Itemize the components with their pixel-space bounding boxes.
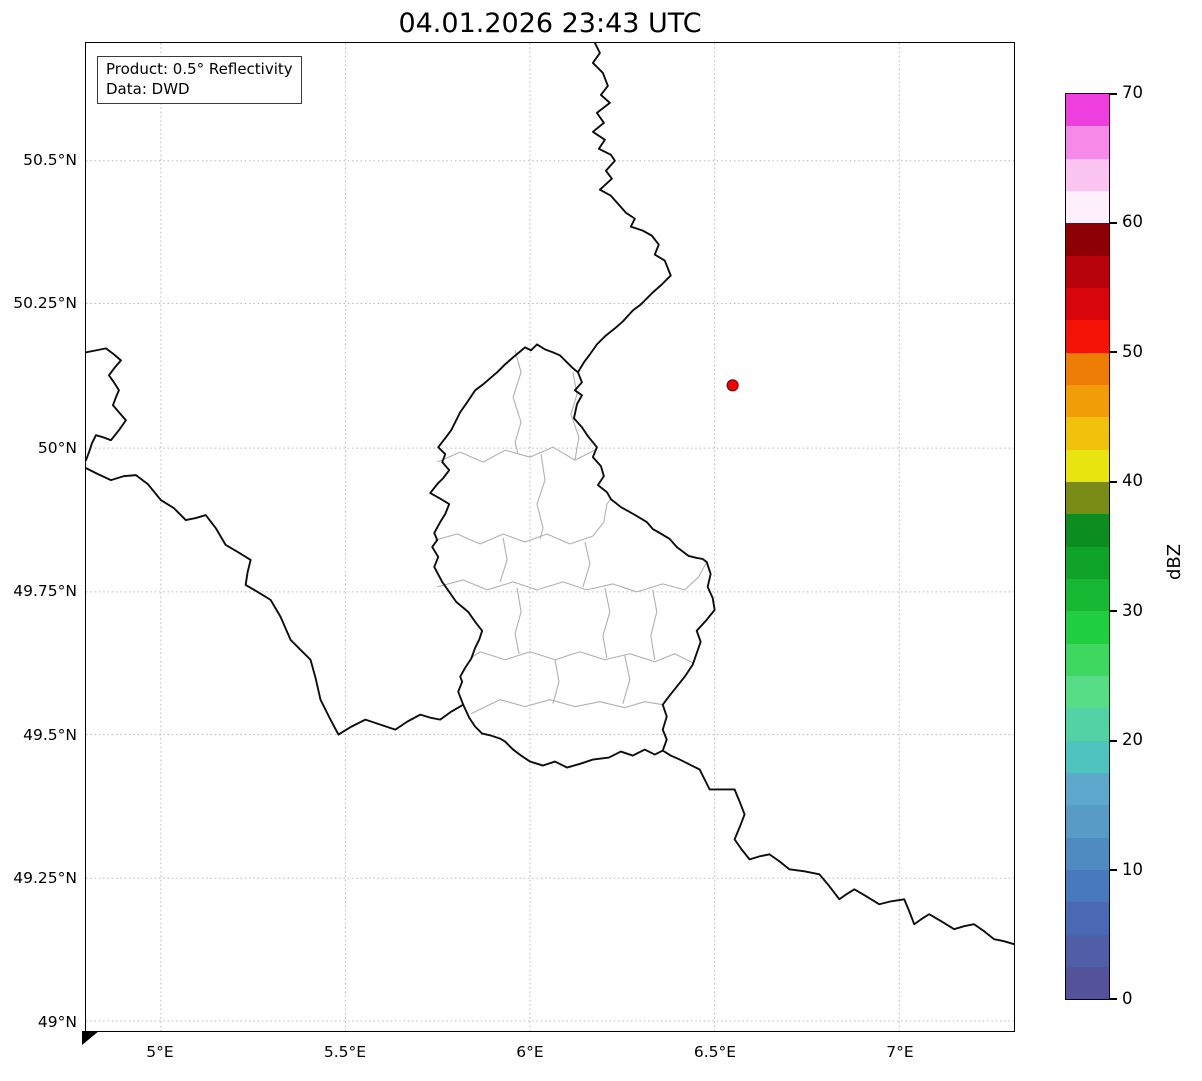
canton-border	[536, 454, 546, 540]
lat-tick-49N: 49°N	[37, 1013, 77, 1031]
lat-tick-50p5N: 50.5°N	[23, 151, 77, 169]
colorbar-tick-mark	[1110, 740, 1117, 742]
data-source-line: Data: DWD	[106, 79, 190, 98]
colorbar-band	[1066, 611, 1109, 644]
border-luxembourg	[429, 343, 716, 769]
colorbar-band	[1066, 94, 1109, 127]
colorbar-unit-label: dBZ	[1164, 543, 1185, 580]
colorbar-band	[1066, 255, 1109, 288]
colorbar-tick-mark	[1110, 998, 1117, 1000]
colorbar-tick-mark	[1110, 351, 1117, 353]
lat-tick-50p25N: 50.25°N	[13, 294, 77, 312]
lat-tick-49p25N: 49.25°N	[13, 869, 77, 887]
graticule	[86, 43, 1014, 1031]
figure-title: 04.01.2026 23:43 UTC	[398, 8, 702, 39]
colorbar-tick-20: 20	[1122, 730, 1143, 749]
map-canvas	[86, 43, 1014, 1031]
colorbar-band	[1066, 675, 1109, 709]
colorbar-tick-10: 10	[1122, 860, 1143, 879]
map-panel: Product: 0.5° Reflectivity Data: DWD	[85, 42, 1015, 1032]
colorbar-tick-60: 60	[1122, 212, 1143, 231]
colorbar-band	[1066, 190, 1109, 224]
lon-tick-5E: 5°E	[146, 1043, 174, 1061]
colorbar-band	[1066, 708, 1109, 741]
colorbar-band	[1066, 966, 1109, 1000]
product-info-box: Product: 0.5° Reflectivity Data: DWD	[97, 56, 302, 104]
colorbar-band	[1066, 740, 1109, 773]
lat-tick-49p75N: 49.75°N	[13, 582, 77, 600]
colorbar-band	[1066, 772, 1109, 806]
colorbar-tick-50: 50	[1122, 342, 1143, 361]
colorbar-band	[1066, 417, 1109, 450]
canton-border	[570, 372, 580, 461]
luxembourg-canton-borders	[435, 350, 708, 715]
colorbar-band	[1066, 805, 1109, 838]
colorbar-band	[1066, 352, 1109, 385]
colorbar-band	[1066, 934, 1109, 967]
colorbar-tick-mark	[1110, 869, 1117, 871]
colorbar-band	[1066, 449, 1109, 482]
colorbar-band	[1066, 643, 1109, 676]
border-france-germany	[661, 749, 1014, 946]
colorbar-band	[1066, 287, 1109, 321]
colorbar-band	[1066, 869, 1109, 903]
lon-tick-5p5E: 5.5°E	[323, 1043, 367, 1061]
border-france-belgium	[86, 467, 465, 736]
reflectivity-colorbar	[1065, 93, 1110, 1000]
lon-tick-7E: 7°E	[886, 1043, 914, 1061]
colorbar-band	[1066, 578, 1109, 612]
colorbar-tick-40: 40	[1122, 471, 1143, 490]
colorbar-tick-30: 30	[1122, 601, 1143, 620]
canton-border	[512, 350, 522, 455]
colorbar-band	[1066, 320, 1109, 353]
colorbar-band	[1066, 158, 1109, 191]
colorbar-tick-0: 0	[1122, 989, 1133, 1008]
colorbar-tick-70: 70	[1122, 83, 1143, 102]
colorbar-band	[1066, 481, 1109, 515]
colorbar-tick-mark	[1110, 93, 1117, 95]
canton-border	[470, 651, 693, 664]
colorbar-tick-mark	[1110, 481, 1117, 483]
canton-border	[470, 699, 663, 715]
canton-border	[499, 537, 508, 583]
map-corner-artifact	[82, 1031, 99, 1045]
lon-tick-6E: 6°E	[516, 1043, 544, 1061]
product-line: Product: 0.5° Reflectivity	[106, 60, 293, 78]
country-borders	[86, 43, 1014, 946]
lat-tick-50N: 50°N	[37, 439, 77, 457]
canton-border	[514, 587, 522, 654]
canton-border	[437, 561, 708, 593]
canton-border	[552, 659, 560, 704]
colorbar-band	[1066, 126, 1109, 159]
canton-border	[437, 446, 598, 463]
lat-tick-49p5N: 49.5°N	[23, 726, 77, 744]
colorbar-band	[1066, 223, 1109, 256]
border-belgium-germany	[576, 43, 672, 374]
canton-border	[650, 589, 658, 660]
colorbar-tick-mark	[1110, 222, 1117, 224]
colorbar-band	[1066, 384, 1109, 418]
canton-border	[602, 587, 611, 658]
canton-border	[622, 655, 631, 704]
colorbar-band	[1066, 837, 1109, 870]
colorbar-band	[1066, 546, 1109, 579]
radar-site-marker	[726, 379, 739, 392]
colorbar-band	[1066, 902, 1109, 935]
colorbar-tick-mark	[1110, 610, 1117, 612]
border-givet-salient	[86, 347, 127, 462]
canton-border	[435, 498, 612, 545]
colorbar-band	[1066, 514, 1109, 547]
canton-border	[582, 541, 591, 588]
lon-tick-6p5E: 6.5°E	[693, 1043, 737, 1061]
